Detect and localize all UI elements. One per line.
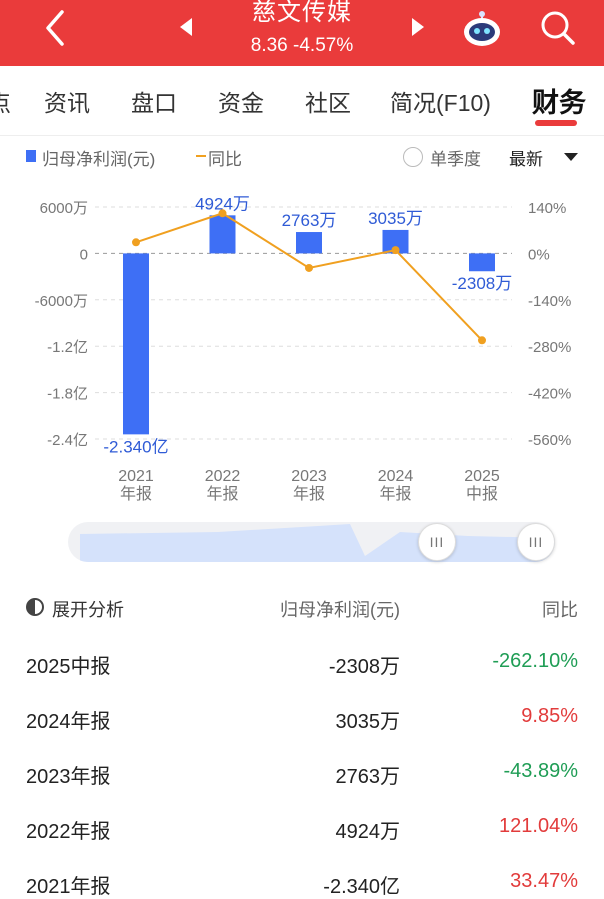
y-left-tick-label: -6000万: [35, 293, 88, 310]
y-left-tick-label: 6000万: [40, 200, 88, 217]
table-row[interactable]: 2021年报 -2.340亿 33.47%: [0, 864, 604, 899]
bar: [382, 229, 409, 254]
y-left-tick-label: -1.8亿: [47, 386, 88, 403]
period-cell: 2024年报: [26, 711, 111, 733]
back-arrow-icon[interactable]: [38, 8, 74, 48]
x-tick-label-type: 中报: [466, 485, 498, 503]
tab-partial[interactable]: 点: [0, 84, 11, 118]
pie-chart-icon[interactable]: [25, 597, 45, 617]
range-navigator[interactable]: [68, 522, 555, 562]
period-cell: 2022年报: [26, 821, 111, 843]
y-right-tick-label: -420%: [528, 386, 571, 403]
table-header: 展开分析 归母净利润(元) 同比: [0, 590, 604, 624]
line-legend-label: 同比: [208, 150, 242, 169]
stock-quote: 8.36 -4.57%: [0, 34, 604, 58]
x-tick-label-year: 2025: [464, 468, 500, 485]
x-tick-label-year: 2024: [378, 468, 414, 485]
yoy-cell: 33.47%: [510, 870, 578, 892]
y-right-tick-label: -140%: [528, 293, 571, 310]
x-tick-label-year: 2023: [291, 468, 327, 485]
bar: [469, 253, 495, 272]
table-row[interactable]: 2023年报 2763万 -43.89%: [0, 754, 604, 794]
x-tick-label-year: 2022: [205, 468, 241, 485]
expand-analysis-link[interactable]: 展开分析: [52, 600, 124, 620]
bar-data-label: 4924万: [195, 194, 250, 213]
stock-name: 慈文传媒: [252, 0, 352, 26]
tab-community[interactable]: 社区: [305, 90, 351, 116]
profit-cell: 2763万: [335, 766, 401, 788]
tab-profile[interactable]: 简况(F10): [390, 90, 491, 116]
yoy-cell: -262.10%: [492, 650, 578, 672]
bar-data-label: 2763万: [282, 211, 337, 230]
navigator-preview: [80, 524, 555, 562]
x-tick-label-type: 年报: [206, 485, 238, 503]
stock-header: 慈文传媒 8.36 -4.57%: [0, 0, 604, 66]
y-left-tick-label: 0: [80, 246, 88, 263]
y-right-tick-label: 140%: [528, 200, 566, 217]
tab-news[interactable]: 资讯: [44, 90, 90, 116]
tab-finance[interactable]: 财务: [532, 88, 586, 118]
yoy-point: [391, 246, 400, 255]
bar: [209, 215, 236, 254]
y-right-tick-label: 0%: [528, 246, 550, 263]
period-cell: 2023年报: [26, 766, 111, 788]
line-legend-swatch: [196, 155, 206, 157]
y-left-tick-label: -2.4亿: [47, 432, 88, 449]
sort-dropdown[interactable]: 最新: [509, 150, 543, 169]
table-row[interactable]: 2024年报 3035万 9.85%: [0, 699, 604, 739]
bar: [296, 232, 322, 254]
profit-cell: -2.340亿: [323, 876, 400, 898]
yoy-point: [132, 238, 140, 247]
profit-cell: 4924万: [335, 821, 401, 843]
x-tick-label-type: 年报: [293, 485, 325, 503]
y-left-tick-label: -1.2亿: [47, 339, 88, 356]
bar-legend-swatch: [26, 150, 36, 162]
yoy-cell: 121.04%: [499, 815, 578, 837]
stock-title: 慈文传媒 8.36 -4.57%: [0, 0, 604, 58]
column-header-yoy: 同比: [542, 600, 578, 620]
period-cell: 2021年报: [26, 876, 111, 898]
yoy-point: [305, 263, 313, 272]
stock-change: -4.57%: [293, 35, 354, 56]
profit-cell: 3035万: [335, 711, 401, 733]
previous-stock-icon[interactable]: [180, 18, 192, 36]
y-right-tick-label: -560%: [528, 432, 571, 449]
yoy-point: [218, 209, 227, 218]
period-cell: 2025中报: [26, 656, 111, 678]
single-quarter-radio[interactable]: [403, 147, 423, 167]
bar: [123, 253, 149, 435]
column-header-profit: 归母净利润(元): [280, 600, 400, 620]
bar-data-label: -2308万: [452, 274, 512, 293]
robot-assistant-icon[interactable]: [460, 8, 504, 48]
bar-data-label: 3035万: [368, 209, 423, 228]
table-row[interactable]: 2025中报 -2308万 -262.10%: [0, 644, 604, 684]
single-quarter-label[interactable]: 单季度: [430, 150, 481, 169]
tab-quote[interactable]: 盘口: [131, 90, 177, 116]
yoy-cell: 9.85%: [521, 705, 578, 727]
tab-bar: 点 资讯 盘口 资金 社区 简况(F10) 财务: [0, 66, 604, 136]
profit-cell: -2308万: [328, 656, 400, 678]
bar-data-label: -2.340亿: [103, 437, 168, 456]
yoy-cell: -43.89%: [503, 760, 579, 782]
navigator-right-handle[interactable]: III: [517, 523, 555, 561]
bar-legend-label: 归母净利润(元): [42, 150, 156, 169]
caret-down-icon[interactable]: [564, 153, 578, 161]
chart-legend: 归母净利润(元) 同比 单季度 最新: [0, 143, 604, 169]
table-row[interactable]: 2022年报 4924万 121.04%: [0, 809, 604, 849]
stock-price: 8.36: [250, 35, 288, 56]
next-stock-icon[interactable]: [412, 18, 424, 36]
profit-chart: 6000万 0 -6000万 -1.2亿 -1.8亿 -2.4亿 140% 0% -140% -2…: [0, 180, 604, 510]
yoy-point: [478, 336, 486, 345]
active-tab-indicator: [535, 120, 577, 126]
search-icon[interactable]: [538, 8, 578, 48]
navigator-left-handle[interactable]: III: [418, 523, 456, 561]
chart-svg: 6000万 0 -6000万 -1.2亿 -1.8亿 -2.4亿 140% 0% -140% -2…: [35, 194, 572, 503]
x-tick-label-type: 年报: [120, 485, 152, 503]
y-right-tick-label: -280%: [528, 339, 571, 356]
x-tick-label-year: 2021: [118, 468, 154, 485]
x-tick-label-type: 年报: [379, 485, 411, 503]
tab-funds[interactable]: 资金: [218, 90, 264, 116]
